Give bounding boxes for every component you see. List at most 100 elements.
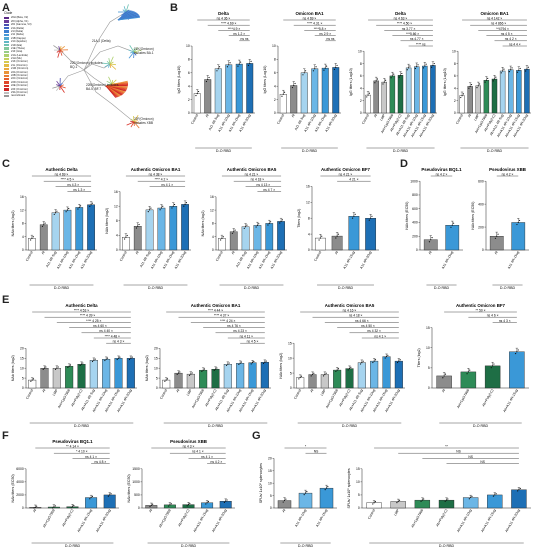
data-point xyxy=(492,80,494,82)
data-point xyxy=(256,224,259,226)
data-point xyxy=(228,362,230,364)
clade-legend-item: 22E (Omicron) xyxy=(4,84,78,87)
data-point xyxy=(497,233,499,235)
chart-title: Authentic Omicron BA5 xyxy=(325,303,375,308)
data-point xyxy=(397,500,399,503)
data-point xyxy=(396,361,399,364)
significance-label: ns 4 40 × xyxy=(99,329,113,333)
data-point xyxy=(478,83,481,85)
x-tick-label: Control xyxy=(361,113,370,125)
clade-legend-swatch xyxy=(4,37,9,40)
significance-label: ns 4 60 × xyxy=(93,324,107,328)
data-point xyxy=(57,366,59,368)
data-point xyxy=(246,224,248,226)
data-point xyxy=(406,69,408,71)
data-point xyxy=(205,80,208,83)
bar xyxy=(277,500,292,509)
data-point xyxy=(324,489,326,491)
bar xyxy=(445,225,460,251)
data-point xyxy=(207,500,209,503)
significance-label: ** 4 14 × xyxy=(66,444,79,448)
data-point xyxy=(166,378,169,380)
data-point xyxy=(503,68,505,70)
data-point xyxy=(186,505,188,507)
significance-label: ns 4 50 × xyxy=(361,324,375,328)
data-point xyxy=(213,369,215,371)
data-point xyxy=(216,367,218,369)
significance-label: ns 4 21 × xyxy=(339,172,353,176)
tree-leaf xyxy=(59,85,65,93)
data-point xyxy=(249,62,251,65)
y-axis-label: NAb titers (log2) xyxy=(105,208,109,234)
clade-legend: Clade 20H (Beta, V2) 20I (Alpha, V1) 20J (… xyxy=(4,11,78,98)
y-tick-label: 8 xyxy=(116,219,118,223)
data-point xyxy=(450,226,452,228)
data-point xyxy=(496,235,498,237)
bar xyxy=(423,239,438,251)
x-tick-label: A11 4R-5ug xyxy=(139,250,151,268)
tree-leaf xyxy=(56,80,61,87)
x-tick-label: A11 4R-20ug xyxy=(270,250,283,269)
y-axis-label: Titers (log2) xyxy=(297,209,301,228)
data-point xyxy=(336,369,338,371)
x-tick-label: Control xyxy=(367,508,376,520)
data-point xyxy=(414,67,417,70)
data-point xyxy=(477,85,479,87)
data-point xyxy=(514,352,517,355)
bar xyxy=(511,222,526,251)
data-point xyxy=(176,373,178,375)
data-point xyxy=(293,84,295,87)
data-point xyxy=(238,63,240,65)
clade-legend-item: 21H (Mu) xyxy=(4,57,78,60)
clade-legend-item: 22C (Omicron) xyxy=(4,77,78,80)
y-tick-label: 0 xyxy=(358,506,360,510)
y-tick-label: 15 xyxy=(426,326,430,330)
significance-label: 4 21 × xyxy=(349,178,358,182)
y-tick-label: 600 xyxy=(478,179,484,183)
data-point xyxy=(460,96,462,99)
bar xyxy=(40,367,49,389)
tree-leaf xyxy=(130,120,135,123)
clade-legend-swatch xyxy=(4,77,9,81)
data-point xyxy=(91,495,93,497)
data-point xyxy=(282,501,284,503)
data-point xyxy=(70,507,72,509)
data-point xyxy=(354,213,356,215)
data-point xyxy=(65,211,67,213)
clade-legend-label: recombinant xyxy=(11,94,26,98)
clade-legend-label: 21F (Iota) xyxy=(11,50,23,54)
clade-legend-item: 23A (Omicron) xyxy=(4,91,78,94)
data-point xyxy=(373,502,375,504)
chart-b-delta-igg-adjuvants: Delta IgG titers (Log10) 0 2 4 6 8 10 Control Al L… xyxy=(349,11,437,153)
data-point xyxy=(195,94,197,97)
group-label: D-O RBD xyxy=(181,544,197,548)
data-point xyxy=(116,358,118,361)
y-tick-label: 5 xyxy=(270,494,272,498)
bar xyxy=(253,225,262,251)
x-tick-label: A11 4R-15ug xyxy=(507,250,520,269)
chart-title: Authentic Omicron BF7 xyxy=(456,303,506,308)
x-tick-label: LMP xyxy=(320,388,327,397)
data-point xyxy=(220,239,222,241)
significance-label: ns 4 18 × xyxy=(251,178,265,182)
data-point xyxy=(228,64,230,66)
data-point xyxy=(56,367,58,369)
data-point xyxy=(430,239,432,241)
chart-title: Authentic Omicron BA5 xyxy=(227,167,277,172)
data-point xyxy=(493,363,495,365)
tree-leaf xyxy=(56,85,61,91)
bar xyxy=(332,67,340,114)
significance-label: ns 4 23 × xyxy=(233,329,247,333)
data-point xyxy=(461,95,463,97)
panel-letter-a: A xyxy=(2,2,10,14)
data-point xyxy=(285,498,287,500)
bar xyxy=(277,221,285,251)
bar xyxy=(405,67,412,114)
y-tick-label: 400 xyxy=(412,221,418,225)
clade-legend-item: 22D (Omicron) xyxy=(4,81,78,84)
bar xyxy=(311,68,319,114)
data-point xyxy=(247,64,250,67)
y-tick-label: 12 xyxy=(114,204,118,208)
y-tick-label: 10 xyxy=(186,44,190,48)
data-point xyxy=(423,498,425,500)
